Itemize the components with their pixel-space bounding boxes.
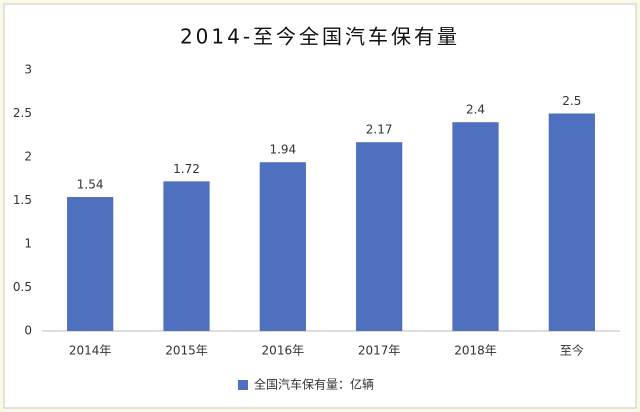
legend-swatch — [238, 380, 248, 390]
chart-title: 2014-至今全国汽车保有量 — [180, 25, 460, 49]
bar — [259, 162, 306, 331]
bar — [452, 122, 499, 331]
data-label: 2.17 — [366, 123, 393, 137]
data-label: 1.72 — [173, 162, 200, 176]
x-tick-label: 2014年 — [69, 344, 112, 358]
y-tick-label: 2.5 — [13, 106, 32, 120]
y-tick-label: 3 — [24, 63, 32, 77]
y-tick-label: 2 — [24, 150, 32, 164]
x-tick-label: 2016年 — [262, 344, 305, 358]
data-label: 2.5 — [562, 94, 581, 108]
x-tick-label: 2018年 — [454, 344, 497, 358]
y-tick-label: 0 — [24, 324, 32, 338]
y-tick-label: 0.5 — [13, 280, 32, 294]
y-tick-label: 1.5 — [13, 193, 32, 207]
x-tick-label: 2015年 — [165, 344, 208, 358]
legend-label: 全国汽车保有量：亿辆 — [254, 377, 374, 392]
data-label: 2.4 — [466, 103, 485, 117]
data-label: 1.54 — [77, 178, 104, 192]
y-tick-label: 1 — [24, 237, 32, 251]
bar — [548, 113, 595, 331]
data-label: 1.94 — [269, 143, 296, 157]
bar — [356, 142, 403, 331]
x-tick-label: 至今 — [560, 343, 584, 358]
x-tick-label: 2017年 — [358, 344, 401, 358]
bar — [163, 181, 210, 331]
bar — [67, 197, 114, 331]
